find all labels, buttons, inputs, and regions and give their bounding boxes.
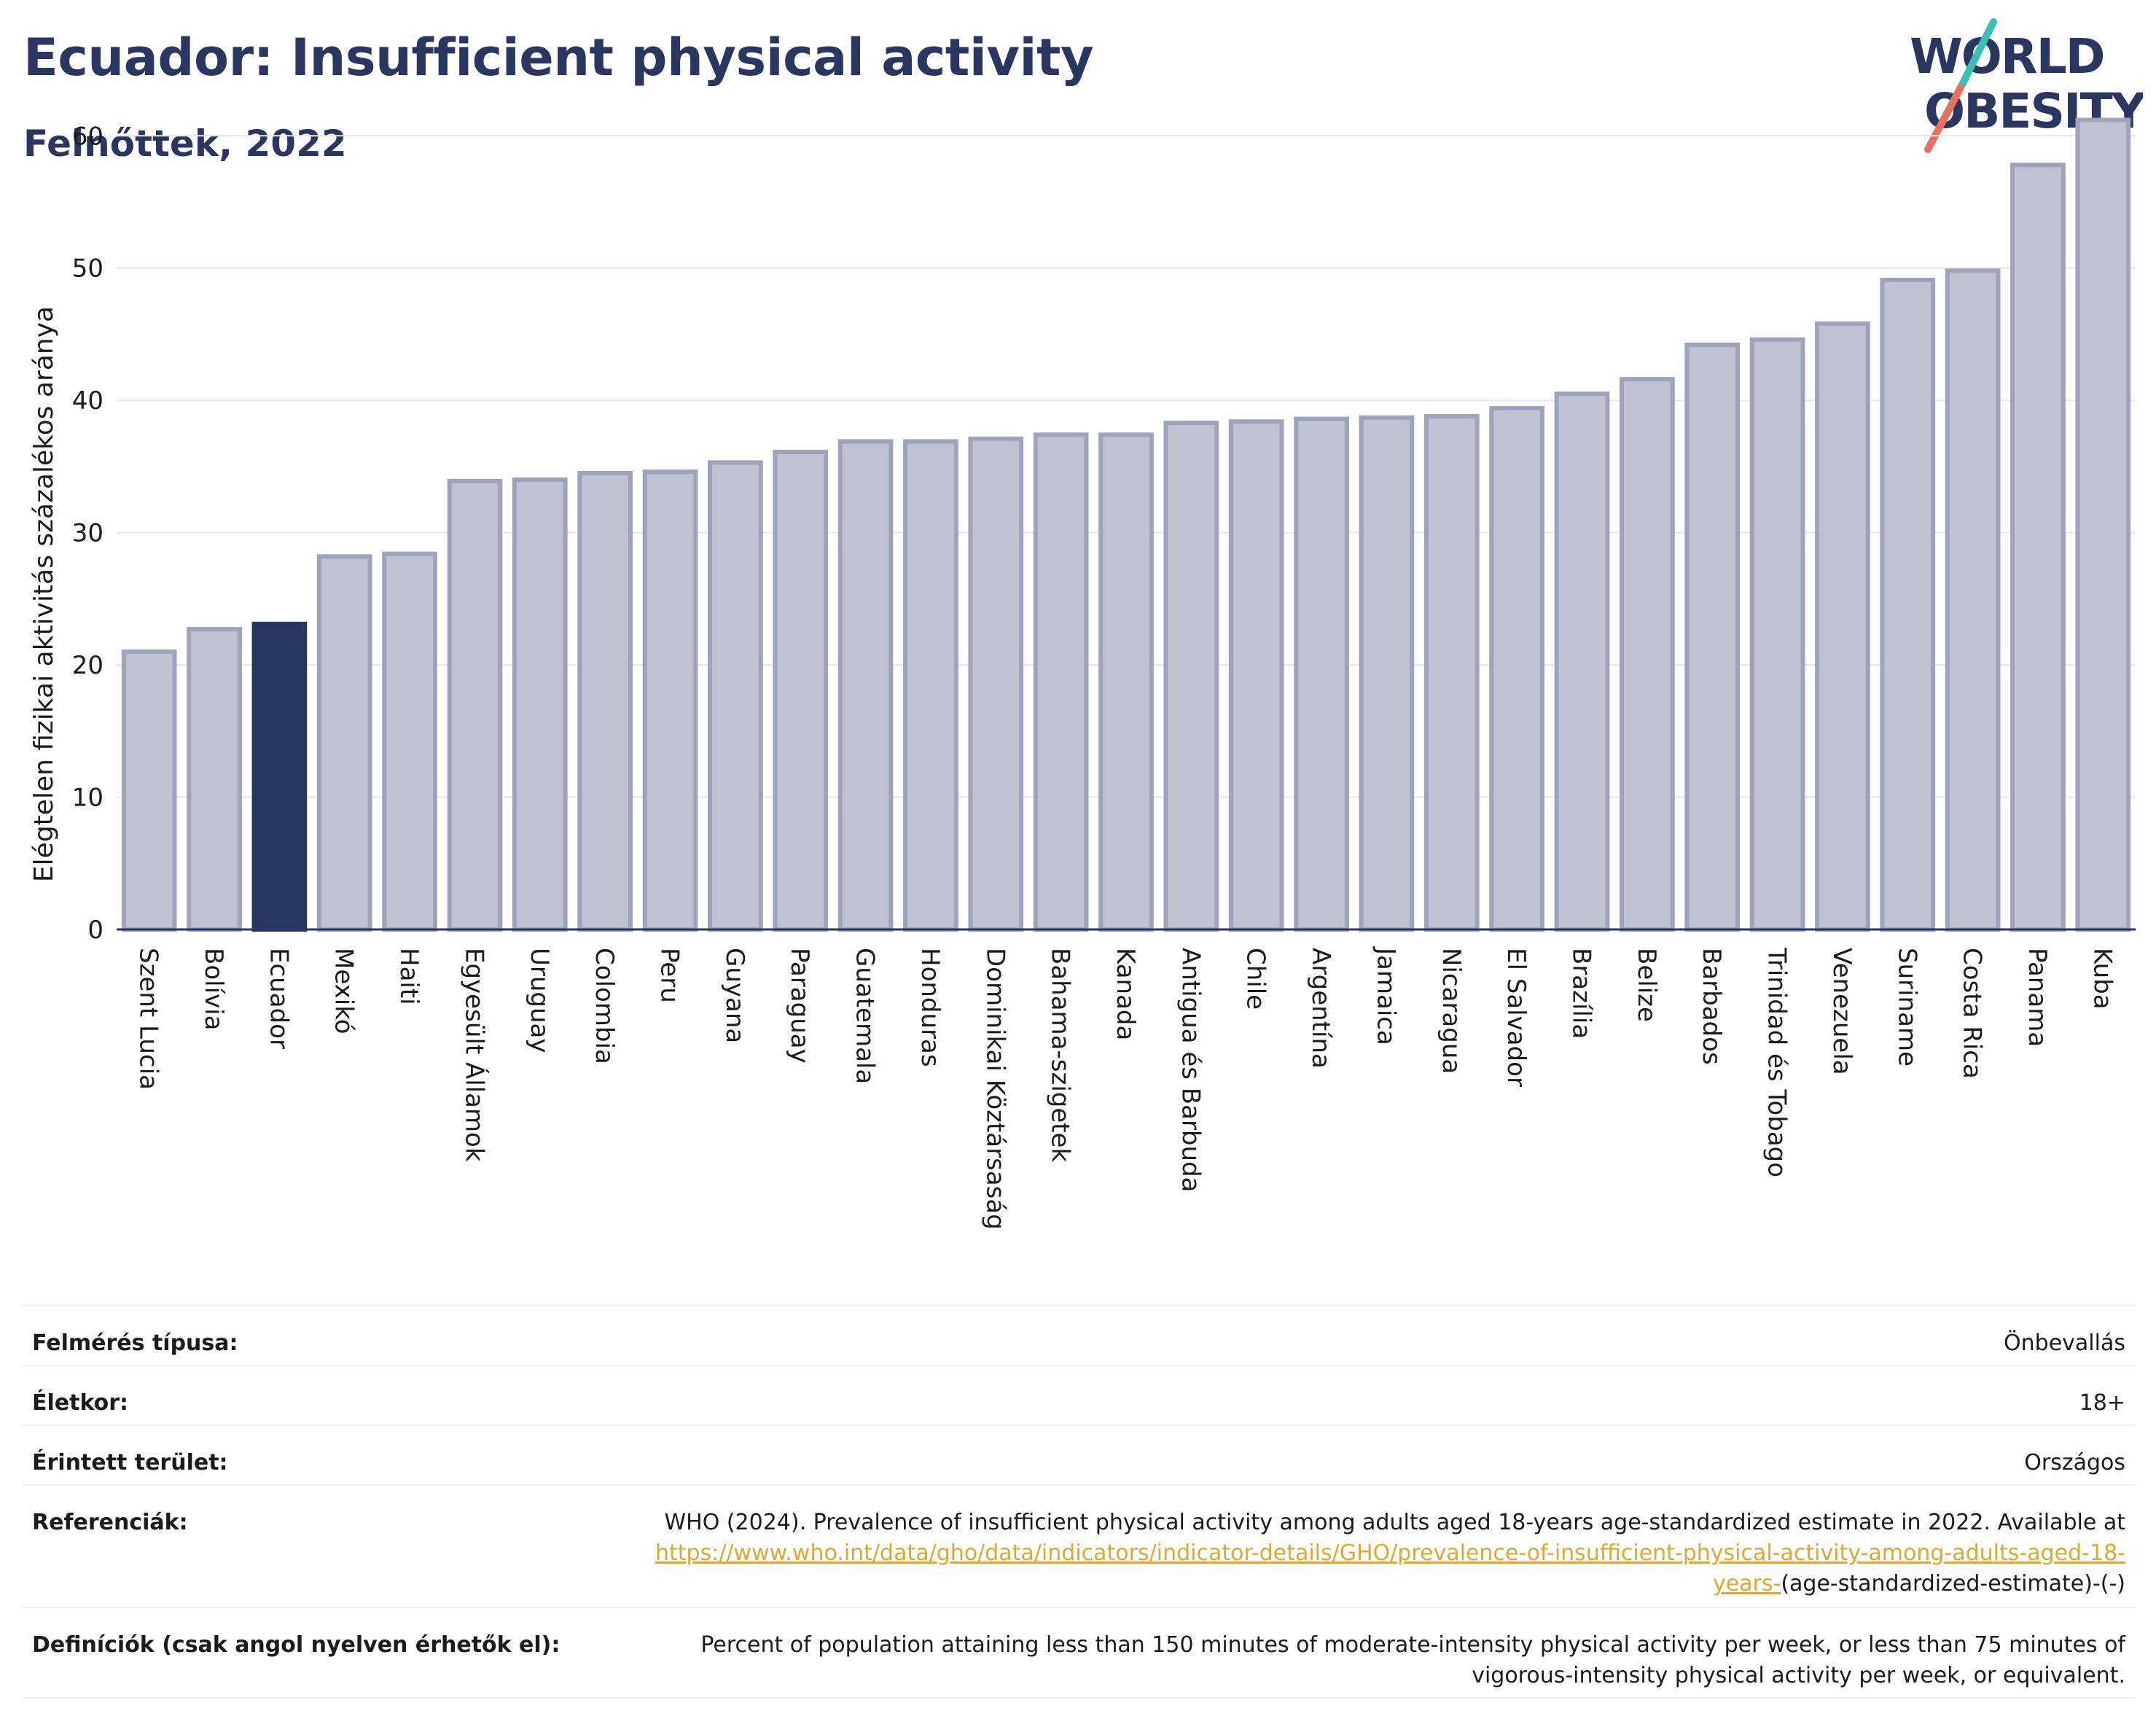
y-axis-ticks: 0 10 20 30 40 50 60 (72, 122, 103, 945)
x-tick-label: Antigua és Barbuda (1176, 948, 1205, 1192)
references-suffix: (age-standardized-estimate)-(-) (1781, 1571, 2125, 1596)
bar-chart: 0 10 20 30 40 50 60 Szent Lucia Bolívia Ecuador M… (29, 117, 2136, 1230)
x-tick-label: Mexikó (329, 948, 359, 1034)
bar (1163, 421, 1219, 932)
y-axis-label: Elégtelen fizikai aktivitás százalékos a… (29, 306, 59, 882)
bar (1945, 268, 2001, 932)
x-tick-label: Brazília (1566, 948, 1595, 1039)
bar (903, 439, 958, 932)
y-tick-label: 50 (72, 254, 103, 284)
svg-text:WORLD: WORLD (1910, 28, 2104, 85)
bar (382, 551, 437, 932)
x-tick-label: Honduras (915, 948, 945, 1067)
x-tick-label: Egyesült Államok (459, 948, 489, 1162)
bar (708, 460, 763, 932)
x-tick-label: Bahama-szigetek (1046, 948, 1075, 1163)
bar (1880, 278, 1936, 932)
references-value: WHO (2024). Prevalence of insufficient p… (595, 1508, 2125, 1599)
definitions-value: Percent of population attaining less tha… (700, 1632, 2125, 1688)
bar (1489, 406, 1544, 932)
bar (1228, 419, 1284, 932)
x-tick-label: Haiti (394, 948, 423, 1005)
x-tick-label: Colombia (590, 948, 619, 1064)
bar (1684, 342, 1741, 932)
bar (1294, 416, 1349, 932)
bar (1359, 415, 1415, 932)
references-link[interactable]: https://www.who.int/data/gho/data/indica… (655, 1540, 2125, 1596)
x-tick-label: Paraguay (785, 948, 814, 1064)
x-tick-label: Barbados (1697, 948, 1726, 1065)
x-tick-label: Guyana (720, 948, 749, 1043)
bar (1815, 321, 1870, 932)
x-tick-label: Peru (655, 948, 684, 1003)
info-row-survey: Felmérés típusa: Önbevallás (22, 1305, 2136, 1365)
bar (968, 436, 1024, 932)
references-label: Referenciák: (32, 1510, 188, 1535)
x-tick-label: Bolívia (199, 948, 228, 1030)
definitions-label: Definíciók (csak angol nyelven érhetők e… (32, 1632, 561, 1658)
info-row-references: Referenciák: WHO (2024). Prevalence of i… (22, 1484, 2136, 1607)
y-tick-label: 10 (72, 784, 103, 813)
bar (512, 477, 568, 932)
bar (2075, 117, 2131, 932)
age-label: Életkor: (32, 1390, 129, 1416)
info-row-area: Érintett terület: Országos (22, 1424, 2136, 1484)
bars (121, 117, 2131, 932)
y-tick-label: 20 (72, 651, 103, 680)
bar (1033, 432, 1089, 932)
page-subtitle: Felnőttek, 2022 (23, 122, 347, 165)
bar (316, 554, 372, 932)
x-axis-labels: Szent Lucia Bolívia Ecuador Mexikó Haiti Egye… (134, 946, 2117, 1230)
survey-value: Önbevallás (2004, 1330, 2125, 1356)
bar (121, 649, 177, 932)
bar (1749, 337, 1805, 932)
x-tick-label: El Salvador (1501, 948, 1531, 1087)
info-row-definitions: Definíciók (csak angol nyelven érhetők e… (22, 1607, 2136, 1699)
y-tick-label: 0 (87, 916, 103, 945)
x-tick-label: Dominikai Köztársaság (980, 948, 1009, 1230)
x-tick-label: Chile (1241, 948, 1270, 1010)
y-tick-label: 40 (72, 386, 103, 416)
y-tick-label: 60 (72, 122, 103, 151)
bar (1098, 432, 1154, 932)
bar (1619, 377, 1675, 932)
x-tick-label: Trinidad és Tobago (1762, 947, 1792, 1177)
info-table: Felmérés típusa: Önbevallás Életkor: 18+… (22, 1305, 2136, 1699)
bar (773, 449, 829, 932)
x-tick-label: Guatemala (851, 948, 880, 1084)
x-tick-label: Argentína (1306, 948, 1335, 1069)
survey-label: Felmérés típusa: (32, 1330, 238, 1356)
x-tick-label: Kanada (1111, 948, 1140, 1040)
x-tick-label: Uruguay (525, 948, 554, 1053)
x-tick-label: Szent Lucia (134, 948, 163, 1090)
x-tick-label: Belize (1632, 948, 1661, 1022)
bar (2010, 163, 2066, 932)
x-tick-label: Panama (2023, 948, 2052, 1047)
area-label: Érintett terület: (32, 1450, 228, 1475)
bar (1423, 413, 1480, 932)
info-row-age: Életkor: 18+ (22, 1365, 2136, 1424)
area-value: Országos (2024, 1450, 2125, 1475)
y-tick-label: 30 (72, 519, 103, 548)
x-tick-label: Venezuela (1827, 948, 1856, 1075)
bar (642, 469, 698, 932)
bar (837, 439, 894, 932)
age-value: 18+ (2079, 1390, 2125, 1416)
bar (1554, 391, 1610, 932)
bar (447, 478, 503, 932)
references-text: WHO (2024). Prevalence of insufficient p… (664, 1510, 2125, 1535)
x-tick-label: Suriname (1892, 948, 1921, 1067)
x-tick-label: Nicaragua (1437, 948, 1466, 1074)
page-title: Ecuador: Insufficient physical activity (23, 28, 1094, 87)
bar (577, 470, 633, 932)
bar (187, 627, 242, 932)
x-tick-label: Jamaica (1371, 946, 1400, 1045)
x-tick-label: Ecuador (264, 948, 293, 1049)
x-tick-label: Costa Rica (1958, 948, 1987, 1079)
x-tick-label: Kuba (2087, 948, 2117, 1010)
bar (251, 621, 308, 932)
